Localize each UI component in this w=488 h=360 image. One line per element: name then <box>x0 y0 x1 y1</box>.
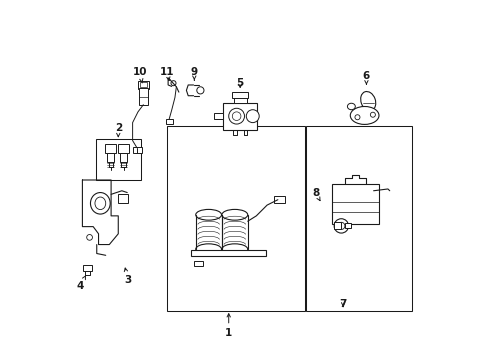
Bar <box>83 265 92 271</box>
Text: 7: 7 <box>339 299 346 309</box>
Bar <box>232 93 247 98</box>
Circle shape <box>86 234 92 240</box>
Bar <box>120 153 127 162</box>
Text: 1: 1 <box>224 314 232 338</box>
Bar <box>140 82 147 87</box>
Text: 9: 9 <box>190 67 198 80</box>
Circle shape <box>337 222 344 229</box>
Ellipse shape <box>195 244 221 255</box>
Bar <box>305 126 411 311</box>
Bar <box>344 224 351 228</box>
Bar <box>223 103 257 130</box>
Bar <box>107 153 114 162</box>
Text: 4: 4 <box>77 275 85 291</box>
Bar <box>194 261 203 266</box>
Bar <box>137 81 149 89</box>
Text: 8: 8 <box>311 188 320 201</box>
Circle shape <box>333 219 348 233</box>
Text: 10: 10 <box>132 67 147 83</box>
Text: 3: 3 <box>124 268 131 285</box>
Bar <box>132 147 142 153</box>
Bar <box>167 126 305 311</box>
Bar <box>96 139 140 180</box>
Bar <box>332 184 378 224</box>
Bar <box>118 144 129 153</box>
Bar <box>233 96 246 103</box>
Text: 2: 2 <box>114 123 122 136</box>
Circle shape <box>246 110 259 123</box>
Text: 11: 11 <box>160 67 174 81</box>
Circle shape <box>369 112 375 117</box>
Ellipse shape <box>90 193 110 214</box>
Circle shape <box>171 81 176 86</box>
Ellipse shape <box>222 244 247 255</box>
Circle shape <box>228 108 244 124</box>
Circle shape <box>232 112 241 121</box>
Ellipse shape <box>95 197 105 210</box>
Bar <box>274 196 285 203</box>
Ellipse shape <box>346 103 355 110</box>
Bar <box>190 250 265 256</box>
Ellipse shape <box>360 91 375 111</box>
Ellipse shape <box>349 107 378 125</box>
Bar <box>214 113 223 119</box>
Ellipse shape <box>195 210 221 220</box>
Bar <box>139 88 147 105</box>
Bar <box>333 222 341 229</box>
Text: 5: 5 <box>236 78 244 88</box>
Text: 6: 6 <box>362 71 369 84</box>
Bar <box>165 119 173 125</box>
Bar <box>118 194 128 203</box>
Bar <box>105 144 116 153</box>
Ellipse shape <box>222 210 247 220</box>
Circle shape <box>196 87 203 94</box>
Circle shape <box>354 115 359 120</box>
